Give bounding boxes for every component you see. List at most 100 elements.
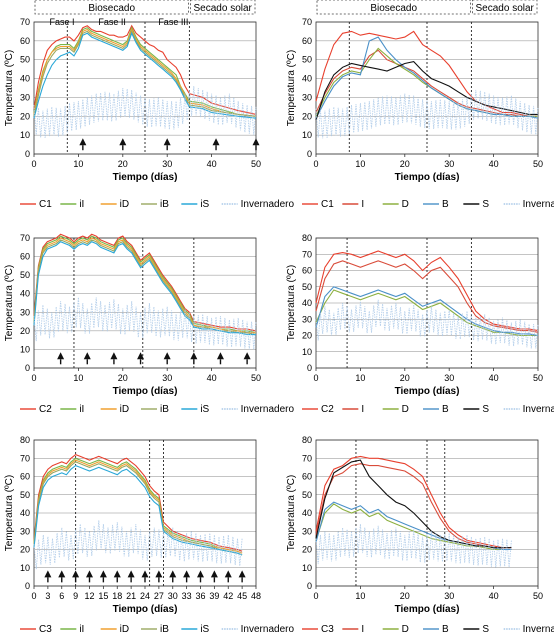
y-tick-label: 80: [20, 435, 30, 445]
turning-arrow: [86, 570, 93, 578]
y-tick-label: 60: [20, 252, 30, 262]
y-axis-label: Temperatura (ºC): [286, 50, 297, 126]
series-line-invernadero: [315, 299, 539, 349]
phase-bar: [189, 0, 256, 15]
x-tick-label: 50: [251, 159, 261, 169]
series-line-invernadero: [33, 86, 257, 139]
y-tick-label: 40: [20, 74, 30, 84]
x-tick-label: 20: [118, 159, 128, 169]
y-tick-label: 10: [20, 563, 30, 573]
y-tick-label: 60: [302, 266, 312, 276]
turning-arrow: [127, 570, 135, 578]
x-tick-label: 30: [162, 373, 172, 383]
y-tick-label: 50: [302, 55, 312, 65]
y-tick-label: 0: [307, 149, 312, 159]
turning-arrow: [72, 570, 80, 578]
legend-label: S: [482, 404, 489, 415]
turning-arrow: [155, 570, 163, 578]
x-tick-label: 40: [489, 591, 499, 601]
legend-label: C1: [39, 199, 52, 210]
turning-arrow: [190, 352, 198, 360]
y-axis-label: Temperatura (ºC): [4, 50, 15, 126]
y-tick-label: 50: [302, 490, 312, 500]
series-line-id: [33, 237, 256, 334]
x-tick-label: 50: [533, 159, 543, 169]
y-tick-label: 60: [20, 472, 30, 482]
y-axis-label: Temperatura (ºC): [4, 475, 15, 551]
turning-arrow: [243, 352, 251, 360]
y-tick-label: 60: [302, 472, 312, 482]
y-tick-label: 20: [20, 111, 30, 121]
y-tick-label: 30: [20, 307, 30, 317]
x-tick-label: 10: [355, 159, 365, 169]
y-tick-label: 10: [20, 344, 30, 354]
turning-arrow: [83, 352, 91, 360]
series-line-c1: [315, 30, 538, 117]
x-tick-label: 50: [533, 373, 543, 383]
y-tick-label: 0: [25, 363, 30, 373]
chart-panel-bottom-right: 0 10 20 30 40 50 60 70 80 0 10 20 30 40 50 Tiempo (días…: [286, 435, 554, 635]
legend-label: I: [361, 199, 364, 210]
x-tick-label: 10: [73, 373, 83, 383]
legend-label: iD: [120, 404, 129, 415]
series-line-b: [315, 36, 539, 119]
chart-panel-top-right: Biosecado Secado solar 0 10 20 30 40 50 60 70 0 10 2…: [286, 0, 554, 210]
legend-label: B: [442, 404, 449, 415]
series-line-d: [315, 503, 512, 551]
series-line-ib: [33, 29, 257, 117]
y-tick-label: 70: [302, 249, 312, 259]
legend-label: D: [402, 199, 409, 210]
y-tick-label: 50: [20, 55, 30, 65]
turning-arrow: [238, 570, 246, 578]
legend-label: Invernadero: [241, 404, 295, 415]
y-tick-label: 80: [302, 435, 312, 445]
x-tick-label: 3: [45, 591, 50, 601]
series-line-is: [33, 464, 243, 556]
y-tick-label: 50: [302, 282, 312, 292]
legend-label: C2: [39, 404, 52, 415]
x-tick-label: 10: [355, 373, 365, 383]
legend-label: I: [361, 404, 364, 415]
phase-bar-label: Secado solar: [476, 3, 535, 14]
y-tick-label: 0: [307, 581, 312, 591]
phase-label: Fase I: [50, 17, 75, 27]
legend-label: iI: [79, 404, 84, 415]
x-tick-label: 0: [31, 591, 36, 601]
y-axis-label: Temperatura (ºC): [286, 265, 297, 341]
phase-bar-label: Biosecado: [88, 3, 135, 14]
y-axis-label: Temperatura (ºC): [286, 475, 297, 551]
y-tick-label: 30: [20, 526, 30, 536]
x-tick-label: 9: [73, 591, 78, 601]
chart-panel-top-left: Biosecado Secado solar 0 10 20 30 40 50 60 70 0 10 2…: [4, 0, 294, 210]
y-tick-label: 0: [25, 581, 30, 591]
legend-label: iI: [79, 624, 84, 635]
turning-arrow: [163, 352, 171, 360]
legend-label: iD: [120, 624, 129, 635]
x-tick-label: 12: [84, 591, 94, 601]
series-line-ib: [33, 239, 257, 336]
x-axis-label: Tiempo (días): [395, 386, 460, 397]
series-line-i: [315, 463, 512, 551]
x-tick-label: 48: [251, 591, 261, 601]
legend-label: iI: [79, 199, 84, 210]
series-line-ib: [33, 461, 243, 556]
turning-arrow: [252, 138, 260, 146]
legend-label: iS: [200, 404, 209, 415]
legend-label: B: [442, 199, 449, 210]
x-tick-label: 0: [31, 159, 36, 169]
y-tick-label: 70: [20, 233, 30, 243]
x-tick-label: 0: [31, 373, 36, 383]
x-tick-label: 0: [313, 373, 318, 383]
x-tick-label: 36: [195, 591, 205, 601]
chart-panel-middle-right: 0 10 20 30 40 50 60 70 80 0 10 20 30 40 50 Tiempo (días…: [286, 233, 554, 415]
y-tick-label: 30: [302, 314, 312, 324]
legend-label: iS: [200, 624, 209, 635]
legend-label: D: [402, 404, 409, 415]
series-line-c1: [33, 24, 257, 115]
x-tick-label: 20: [400, 591, 410, 601]
y-tick-label: 70: [302, 17, 312, 27]
phase-label: Fase II: [98, 17, 126, 27]
x-tick-label: 33: [182, 591, 192, 601]
x-tick-label: 39: [209, 591, 219, 601]
